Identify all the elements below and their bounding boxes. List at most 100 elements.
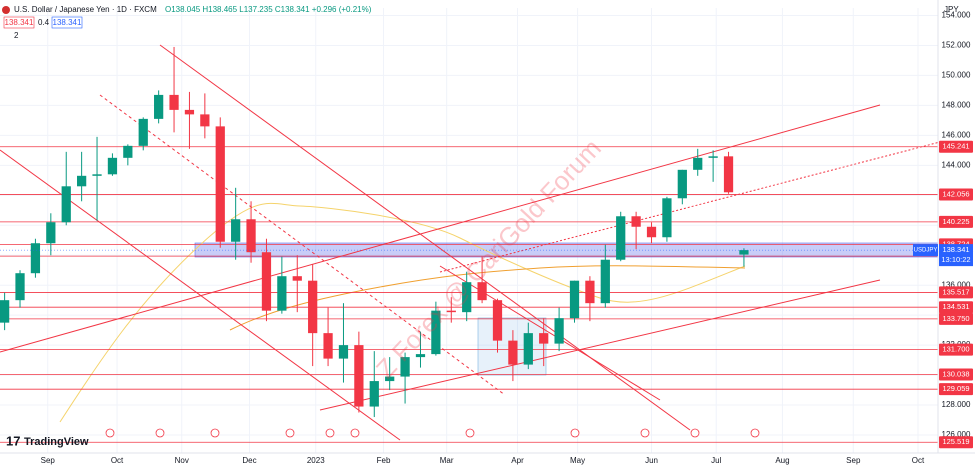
last-price-bg	[939, 244, 973, 267]
level-label-bg	[939, 215, 973, 228]
candle-body	[107, 157, 118, 175]
currency: JPY	[944, 5, 959, 14]
y-tick-label: 144.000	[942, 160, 971, 169]
y-tick-label: 136.000	[942, 280, 971, 289]
level-label: 138.724	[942, 239, 969, 248]
candle-body	[554, 318, 564, 344]
candle-body	[246, 219, 256, 253]
y-tick-label: 148.000	[942, 100, 971, 109]
candle-body	[723, 156, 734, 193]
candle-body	[0, 300, 10, 323]
trendline	[159, 44, 691, 431]
candle-body	[523, 333, 533, 365]
event-icon[interactable]	[285, 428, 295, 438]
candle-body	[338, 345, 349, 359]
candle-body	[539, 333, 549, 344]
event-icon[interactable]	[105, 428, 115, 438]
x-tick-label: Dec	[242, 456, 256, 465]
level-label-bg	[939, 368, 973, 381]
x-tick-label: Sep	[846, 456, 861, 465]
candle-body	[231, 219, 241, 242]
level-label-bg	[939, 301, 973, 314]
y-tick-label: 150.000	[942, 71, 971, 80]
y-tick-label: 126.000	[942, 430, 971, 439]
moving-average-fast	[59, 202, 746, 423]
event-icon[interactable]	[155, 428, 165, 438]
event-icons	[105, 428, 760, 438]
x-tick-label: Jun	[645, 456, 658, 465]
brand-logo: 17	[6, 433, 20, 448]
level-label: 125.519	[942, 437, 969, 446]
candle-body	[446, 310, 456, 313]
ask-box[interactable]	[51, 16, 83, 29]
candle-body	[215, 126, 225, 242]
symbol-badge-bg	[913, 244, 938, 257]
candle-body	[92, 174, 102, 176]
candle-body	[492, 300, 503, 341]
level-label-bg	[939, 188, 973, 201]
event-icon[interactable]	[750, 428, 760, 438]
trendline	[439, 265, 661, 401]
candle-body	[138, 118, 148, 146]
countdown: 13:10:22	[941, 255, 970, 264]
level-label-bg	[939, 286, 973, 299]
candles	[0, 46, 749, 418]
level-label: 135.517	[942, 287, 969, 296]
candle-body	[292, 276, 302, 281]
y-tick-label: 146.000	[942, 130, 971, 139]
event-icon[interactable]	[210, 428, 220, 438]
event-icon[interactable]	[690, 428, 700, 438]
candle-body	[569, 280, 580, 319]
candle-body	[508, 340, 518, 365]
bid[interactable]: 138.341	[5, 18, 34, 27]
x-tick-label: Aug	[775, 456, 789, 465]
event-icon[interactable]	[570, 428, 580, 438]
candle-body	[46, 222, 56, 244]
level-label: 140.225	[942, 217, 969, 226]
event-icon[interactable]	[640, 428, 650, 438]
x-tick-label: May	[570, 456, 585, 465]
brand: TradingView	[24, 436, 89, 448]
candle-body	[30, 243, 41, 274]
trendline	[0, 104, 881, 353]
level-label-bg	[939, 312, 973, 325]
indicators-count[interactable]: 2	[14, 31, 19, 40]
candle-body	[585, 280, 595, 304]
level-label: 131.700	[942, 345, 969, 354]
spread: 0.4	[38, 18, 50, 27]
candle-body	[277, 276, 287, 311]
candle-body	[616, 216, 626, 260]
event-icon[interactable]	[465, 428, 475, 438]
bid-box[interactable]	[3, 16, 35, 29]
x-tick-label: Apr	[511, 456, 524, 465]
x-tick-label: Oct	[912, 456, 925, 465]
event-icon[interactable]	[350, 428, 360, 438]
candle-body	[677, 169, 687, 199]
level-label: 145.241	[942, 142, 969, 151]
ask[interactable]: 138.341	[53, 18, 82, 27]
candle-body	[385, 376, 395, 382]
candle-body	[261, 252, 272, 311]
candle-body	[693, 157, 703, 170]
candle-body	[739, 250, 749, 255]
trendline	[319, 279, 881, 411]
candle-body	[308, 280, 318, 334]
x-tick-label: 2023	[307, 456, 325, 465]
level-label: 130.038	[942, 370, 969, 379]
symbol-flag	[2, 6, 10, 14]
level-label: 133.750	[942, 314, 969, 323]
candle-body	[662, 198, 672, 238]
event-icon[interactable]	[325, 428, 335, 438]
candle-body	[200, 114, 210, 127]
candle-body	[431, 310, 441, 355]
candle-body	[61, 186, 71, 223]
candle-body	[600, 259, 610, 304]
ohlc: O138.045 H138.465 L137.235 C138.341 +0.2…	[165, 5, 372, 14]
symbol-badge: USDJPY	[914, 248, 938, 254]
last-price: 138.341	[942, 245, 969, 254]
x-tick-label: Oct	[111, 456, 124, 465]
candle-body	[184, 109, 195, 115]
candle-body	[708, 156, 718, 158]
